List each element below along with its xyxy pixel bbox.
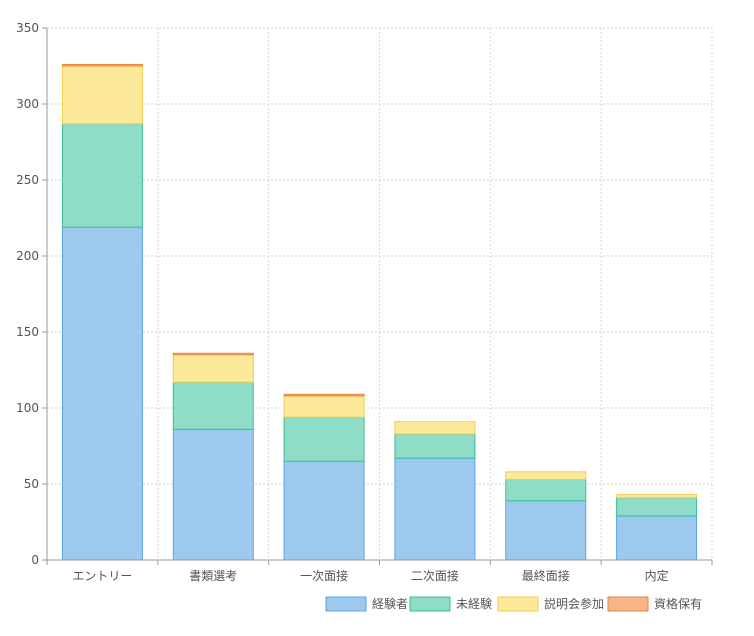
bar-segment-1-5[interactable] bbox=[616, 497, 698, 517]
bar-segment-0-2[interactable] bbox=[283, 460, 365, 561]
bar-segment-3-2[interactable] bbox=[283, 393, 365, 397]
legend-swatch-3[interactable] bbox=[607, 596, 649, 612]
x-tick-label: 一次面接 bbox=[300, 568, 348, 583]
bar-segment-1-3[interactable] bbox=[394, 433, 476, 459]
y-tick-label: 150 bbox=[16, 325, 39, 339]
bar-segment-0-5[interactable] bbox=[616, 515, 698, 561]
legend: 経験者 未経験 説明会参加 資格保有 bbox=[325, 596, 702, 612]
legend-label-0[interactable]: 経験者 bbox=[372, 596, 408, 611]
axes: 0 50 100 150 200 250 300 350 エントリー 書類選考 一次面接 二次面接 最終… bbox=[16, 21, 713, 583]
x-tick-label: 最終面接 bbox=[522, 568, 570, 583]
bar-segment-0-1[interactable] bbox=[172, 428, 254, 561]
bar-segment-1-1[interactable] bbox=[172, 381, 254, 430]
bar-segment-2-4[interactable] bbox=[505, 471, 587, 480]
bar-segment-2-5[interactable] bbox=[616, 494, 698, 499]
y-tick-label: 200 bbox=[16, 249, 39, 263]
y-tick-label: 0 bbox=[31, 553, 39, 567]
bar-segment-1-2[interactable] bbox=[283, 416, 365, 462]
bar-segment-2-1[interactable] bbox=[172, 354, 254, 383]
bars bbox=[61, 63, 698, 561]
legend-swatch-2[interactable] bbox=[497, 596, 539, 612]
bar-segment-3-0[interactable] bbox=[61, 63, 143, 67]
x-tick-label: 書類選考 bbox=[189, 569, 237, 583]
x-tick-label: 二次面接 bbox=[411, 568, 459, 583]
bar-segment-3-1[interactable] bbox=[172, 352, 254, 356]
bar-segment-1-0[interactable] bbox=[61, 123, 143, 228]
y-tick-label: 100 bbox=[16, 401, 39, 415]
y-tick-label: 50 bbox=[24, 477, 39, 491]
bar-segment-1-4[interactable] bbox=[505, 478, 587, 502]
bar-segment-2-0[interactable] bbox=[61, 65, 143, 125]
bar-segment-0-4[interactable] bbox=[505, 500, 587, 561]
bar-segment-2-3[interactable] bbox=[394, 421, 476, 435]
bar-segment-0-0[interactable] bbox=[61, 226, 143, 561]
y-tick-label: 250 bbox=[16, 173, 39, 187]
legend-swatch-1[interactable] bbox=[409, 596, 451, 612]
bar-segment-2-2[interactable] bbox=[283, 395, 365, 418]
legend-label-2[interactable]: 説明会参加 bbox=[544, 596, 604, 611]
legend-swatch-0[interactable] bbox=[325, 596, 367, 612]
legend-label-1[interactable]: 未経験 bbox=[456, 596, 492, 611]
x-tick-label: エントリー bbox=[72, 569, 132, 583]
x-tick-label: 内定 bbox=[645, 568, 669, 583]
legend-label-3[interactable]: 資格保有 bbox=[654, 596, 702, 611]
y-tick-label: 300 bbox=[16, 97, 39, 111]
grid-lines bbox=[47, 27, 713, 560]
bar-segment-0-3[interactable] bbox=[394, 457, 476, 561]
y-tick-label: 350 bbox=[16, 21, 39, 35]
